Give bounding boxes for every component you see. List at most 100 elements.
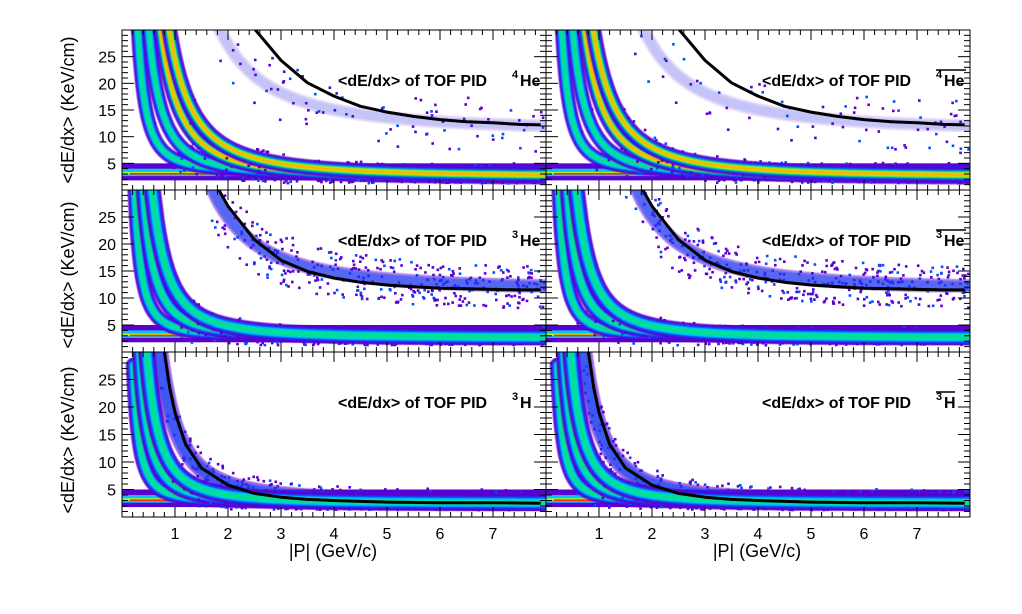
scatter-point xyxy=(952,269,955,273)
scatter-point xyxy=(233,237,236,241)
scatter-point xyxy=(964,490,968,493)
scatter-point xyxy=(225,157,229,160)
scatter-point xyxy=(709,276,712,279)
scatter-point xyxy=(424,271,427,274)
scatter-point xyxy=(848,162,852,166)
scatter-point xyxy=(671,163,675,167)
scatter-point xyxy=(904,146,908,149)
scatter-point xyxy=(412,290,415,293)
scatter-point xyxy=(730,286,734,289)
scatter-point xyxy=(696,243,700,247)
scatter-point xyxy=(755,256,759,260)
scatter-point xyxy=(451,269,455,273)
scatter-point xyxy=(266,276,269,279)
scatter-point xyxy=(400,180,404,184)
scatter-point xyxy=(959,147,963,150)
scatter-point xyxy=(806,292,810,296)
scatter-point xyxy=(280,240,284,244)
scatter-point xyxy=(411,295,415,298)
scatter-point xyxy=(747,291,750,295)
y-tick-label: 15 xyxy=(98,103,116,120)
scatter-point xyxy=(515,325,518,329)
scatter-point xyxy=(359,260,362,263)
dedx-band xyxy=(149,190,546,340)
scatter-point xyxy=(811,292,814,296)
scatter-point xyxy=(464,103,467,106)
scatter-point xyxy=(259,233,262,237)
scatter-point xyxy=(871,267,874,271)
scatter-point xyxy=(835,343,838,347)
scatter-point xyxy=(329,250,333,254)
scatter-point xyxy=(435,110,438,113)
scatter-point xyxy=(906,296,910,299)
scatter-point xyxy=(847,288,851,292)
scatter-point xyxy=(636,460,640,464)
scatter-point xyxy=(878,303,881,306)
scatter-point xyxy=(396,124,399,128)
scatter-point xyxy=(243,177,247,181)
scatter-point xyxy=(790,139,793,142)
scatter-point xyxy=(626,451,629,455)
scatter-point xyxy=(897,263,901,267)
scatter-point xyxy=(678,166,681,170)
scatter-point xyxy=(904,293,907,297)
scatter-point xyxy=(955,265,959,268)
scatter-point xyxy=(661,474,664,477)
scatter-point xyxy=(724,281,727,284)
scatter-point xyxy=(538,305,542,308)
scatter-point xyxy=(772,283,776,286)
scatter-point xyxy=(691,507,694,511)
scatter-point xyxy=(703,483,707,486)
scatter-point xyxy=(697,239,701,243)
scatter-point xyxy=(809,292,813,296)
scatter-point xyxy=(263,343,267,347)
scatter-point xyxy=(726,128,730,131)
expected-dedx-curve xyxy=(253,30,541,127)
scatter-point xyxy=(457,304,461,307)
scatter-point xyxy=(885,291,888,294)
scatter-point xyxy=(507,182,510,185)
scatter-point xyxy=(833,267,837,271)
scatter-point xyxy=(821,105,825,109)
scatter-point xyxy=(261,341,264,345)
x-tick-label: 2 xyxy=(224,526,233,543)
scatter-point xyxy=(794,255,797,258)
scatter-point xyxy=(939,490,942,494)
scatter-point xyxy=(278,118,282,122)
scatter-point xyxy=(240,506,244,510)
scatter-point xyxy=(328,181,332,184)
scatter-point xyxy=(505,268,509,272)
scatter-point xyxy=(877,264,881,267)
scatter-point xyxy=(814,293,818,297)
scatter-point xyxy=(881,107,885,110)
scatter-point xyxy=(253,101,256,105)
scatter-point xyxy=(447,302,450,306)
scatter-point xyxy=(414,268,417,271)
scatter-point xyxy=(716,155,719,158)
scatter-point xyxy=(473,304,476,307)
scatter-point xyxy=(749,178,753,181)
scatter-point xyxy=(226,245,230,249)
scatter-point xyxy=(947,270,951,274)
scatter-point xyxy=(247,164,250,167)
scatter-point xyxy=(780,161,784,165)
dedx-band xyxy=(573,190,970,340)
scatter-point xyxy=(210,219,214,223)
scatter-point xyxy=(888,271,892,274)
scatter-point xyxy=(253,58,257,62)
scatter-point xyxy=(216,462,220,466)
scatter-point xyxy=(802,293,805,297)
scatter-point xyxy=(701,174,704,177)
scatter-point xyxy=(256,222,259,226)
scatter-point xyxy=(334,252,338,256)
scatter-point xyxy=(259,256,263,260)
scatter-point xyxy=(364,266,368,269)
scatter-point xyxy=(955,114,958,117)
scatter-point xyxy=(207,337,211,340)
heatmap-bands xyxy=(122,190,546,347)
scatter-point xyxy=(803,289,806,293)
scatter-point xyxy=(298,286,301,290)
scatter-point xyxy=(221,464,224,468)
scatter-point xyxy=(856,297,860,301)
scatter-point xyxy=(271,56,274,60)
